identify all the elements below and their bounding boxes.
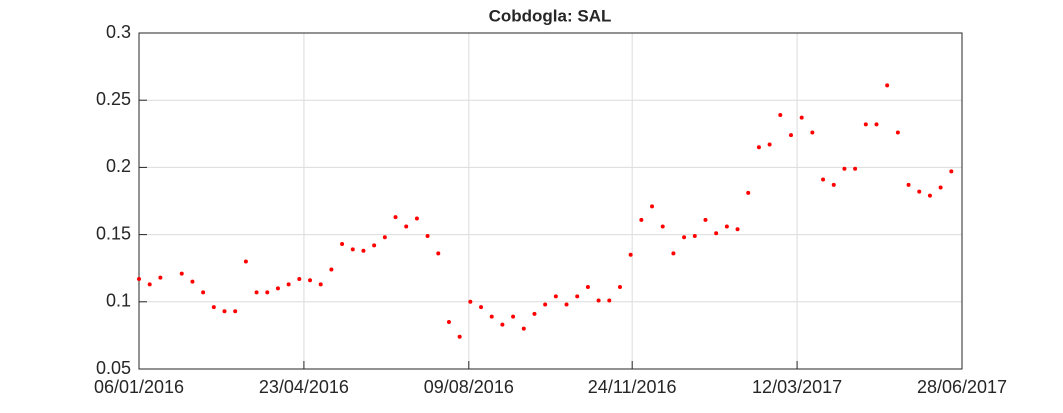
point	[222, 309, 227, 314]
point	[500, 322, 505, 327]
point	[372, 243, 377, 248]
point	[457, 334, 462, 339]
point	[874, 122, 879, 127]
x-tick-label: 06/01/2016	[94, 377, 184, 397]
point	[521, 326, 526, 331]
point	[767, 142, 772, 147]
point	[479, 305, 484, 310]
point	[585, 285, 590, 290]
point	[724, 224, 729, 229]
point	[158, 275, 163, 280]
point	[821, 177, 826, 182]
point	[842, 166, 847, 171]
point	[275, 286, 280, 291]
point	[414, 216, 419, 221]
point	[927, 193, 932, 198]
point	[532, 311, 537, 316]
point	[628, 252, 633, 257]
y-tick-label: 0.1	[106, 291, 131, 311]
point	[714, 231, 719, 236]
y-tick-label: 0.3	[106, 22, 131, 42]
point	[938, 185, 943, 190]
point	[179, 271, 184, 276]
y-tick-label: 0.2	[106, 156, 131, 176]
point	[596, 298, 601, 303]
point	[863, 122, 868, 127]
point	[265, 290, 270, 295]
point	[286, 282, 291, 287]
point	[799, 115, 804, 120]
point	[318, 282, 323, 287]
point	[788, 133, 793, 138]
point	[382, 235, 387, 240]
point	[201, 290, 206, 295]
point	[746, 190, 751, 195]
x-tick-label: 24/11/2016	[588, 377, 677, 397]
point	[393, 215, 398, 220]
point	[885, 83, 890, 88]
point	[703, 217, 708, 222]
point	[692, 233, 697, 238]
y-tick-label: 0.15	[96, 223, 131, 243]
point	[756, 145, 761, 150]
point	[297, 276, 302, 281]
point	[671, 251, 676, 256]
point	[564, 302, 569, 307]
point	[831, 182, 836, 187]
point	[350, 247, 355, 252]
point	[778, 112, 783, 117]
point	[308, 278, 313, 283]
point	[254, 290, 259, 295]
point	[190, 279, 195, 284]
point	[511, 314, 516, 319]
point	[906, 182, 911, 187]
point	[137, 276, 141, 281]
plot-frame	[138, 32, 963, 370]
point	[361, 248, 366, 253]
point	[949, 169, 954, 174]
point	[243, 259, 248, 264]
point	[617, 285, 622, 290]
point	[650, 204, 655, 209]
point	[233, 309, 238, 314]
point	[575, 294, 580, 299]
point	[607, 298, 612, 303]
point	[425, 233, 430, 238]
point	[329, 267, 334, 272]
point	[639, 217, 644, 222]
point	[404, 224, 409, 229]
point	[436, 251, 441, 256]
point	[553, 294, 558, 299]
point	[735, 227, 740, 232]
point	[147, 282, 152, 287]
point	[446, 319, 451, 324]
y-tick-label: 0.05	[96, 358, 131, 378]
point	[895, 130, 900, 135]
point	[810, 130, 815, 135]
chart-title: Cobdogla: SAL	[489, 6, 612, 25]
x-tick-label: 12/03/2017	[752, 377, 842, 397]
point	[660, 224, 665, 229]
point	[489, 314, 494, 319]
point	[543, 302, 548, 307]
point	[340, 242, 345, 247]
point	[682, 235, 687, 240]
point	[211, 305, 216, 310]
point	[853, 166, 858, 171]
y-tick-label: 0.25	[96, 89, 131, 109]
point	[917, 189, 922, 194]
point	[468, 299, 473, 304]
x-tick-label: 09/08/2016	[424, 377, 514, 397]
x-tick-label: 28/06/2017	[917, 377, 1007, 397]
x-tick-label: 23/04/2016	[259, 377, 349, 397]
